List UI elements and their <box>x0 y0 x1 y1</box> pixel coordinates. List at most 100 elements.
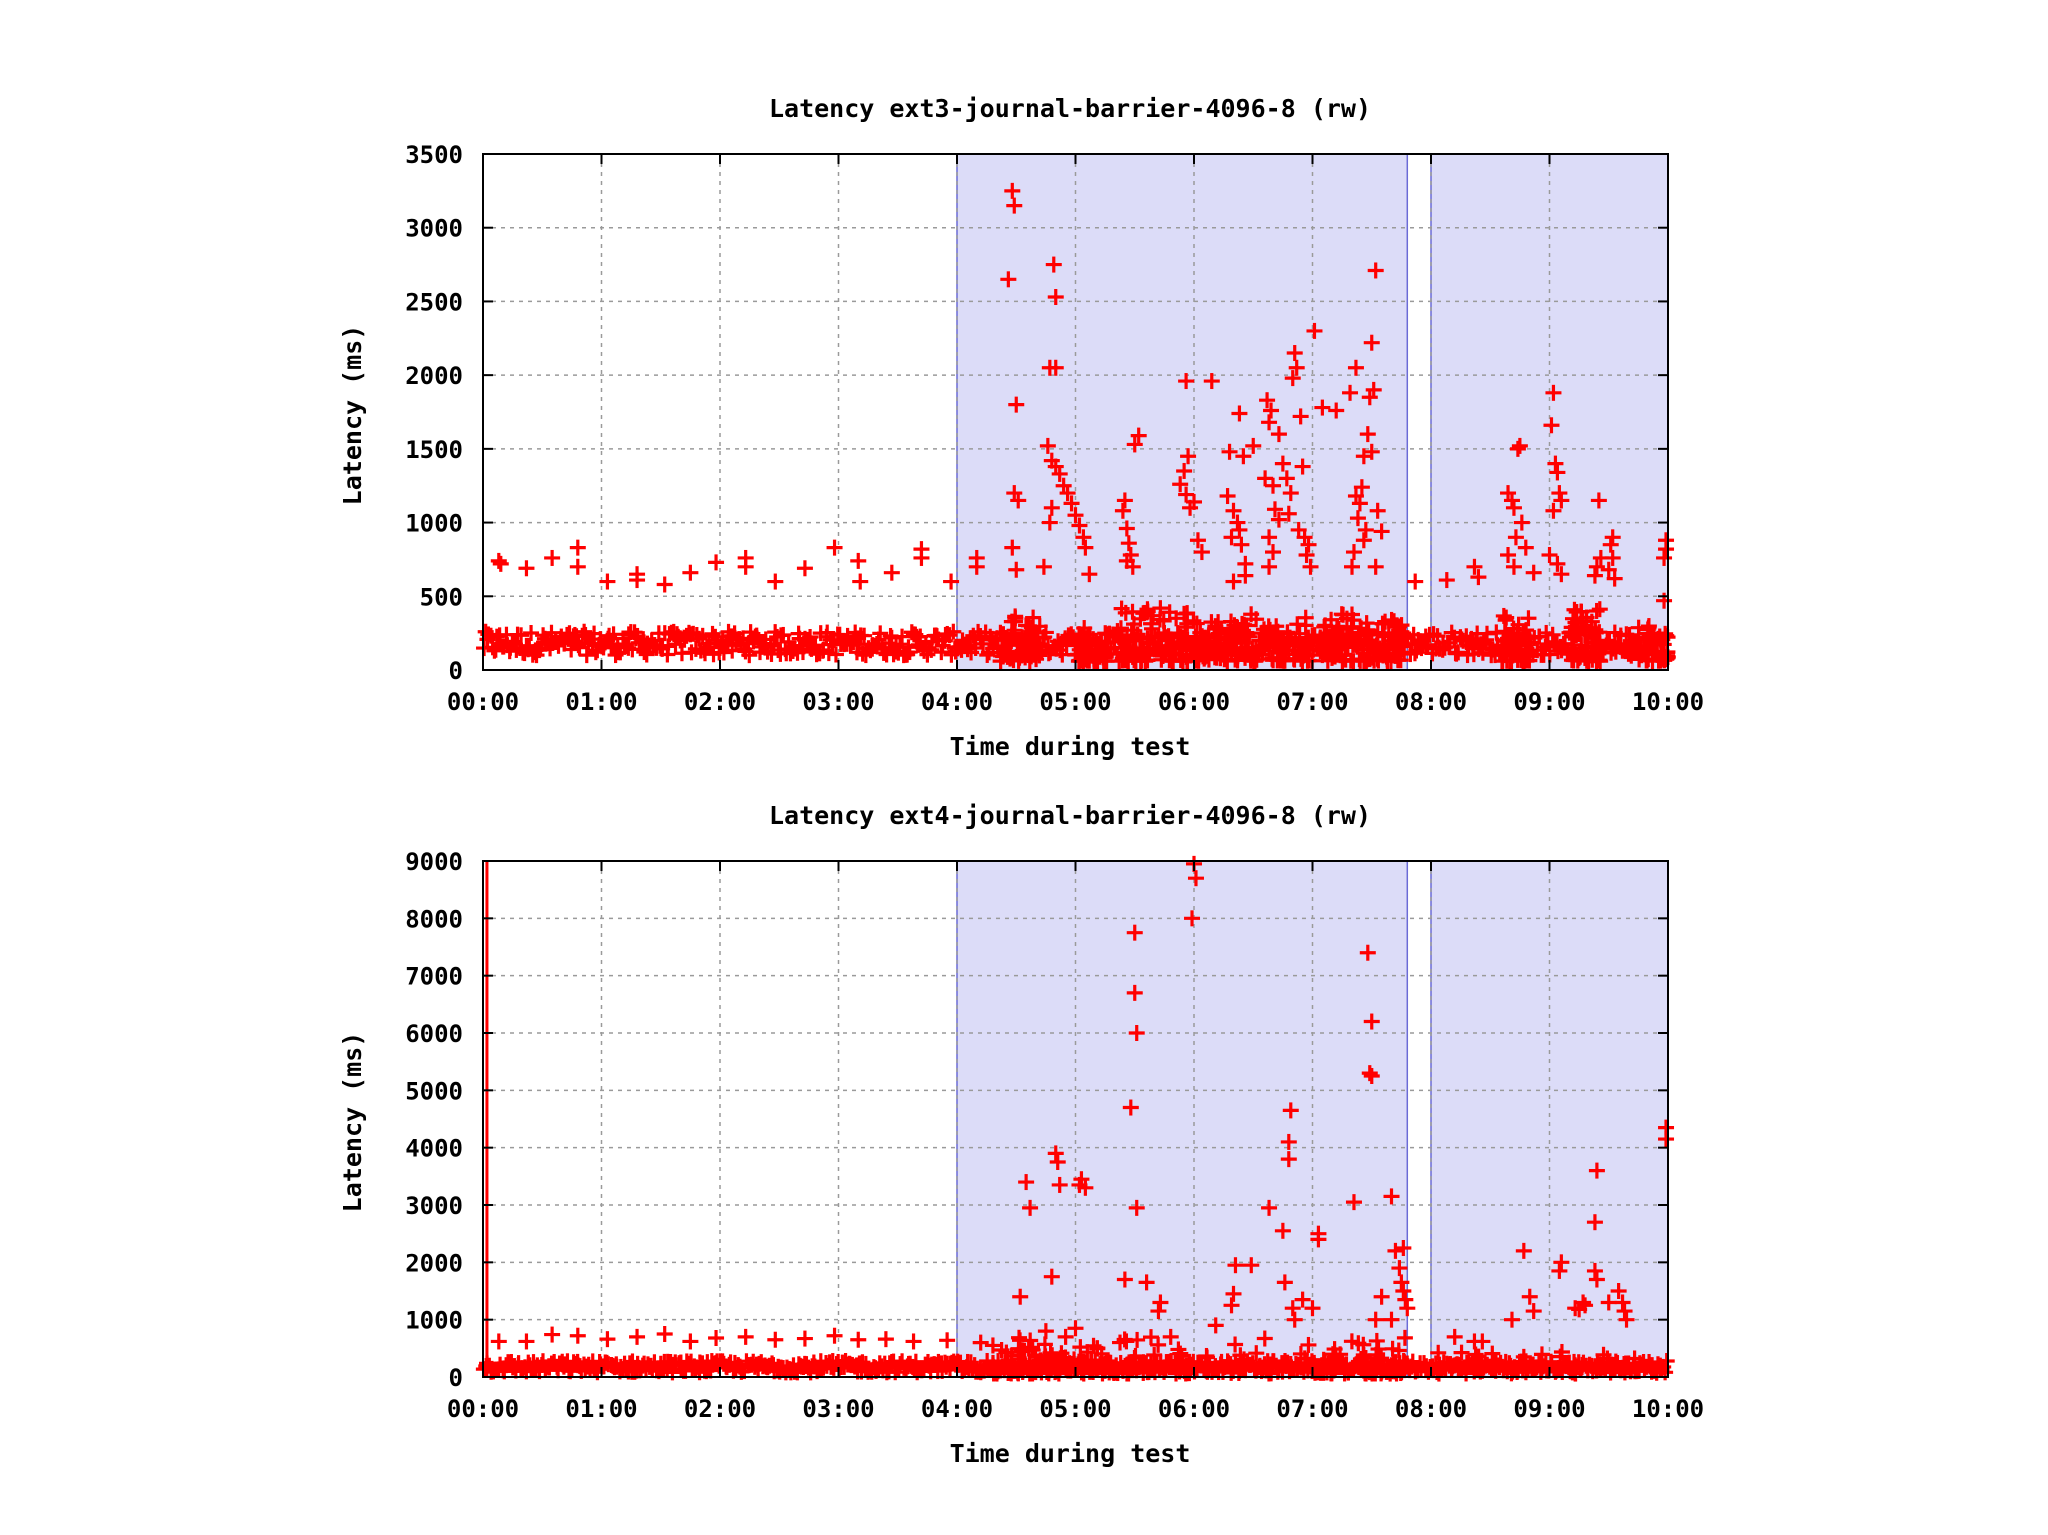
ext4-y-tick-label: 6000 <box>405 1020 463 1048</box>
ext3-data-point <box>569 539 586 556</box>
ext4-shaded-interval <box>956 860 1409 1378</box>
ext3-data-point <box>883 564 900 581</box>
ext4-x-tick-label: 04:00 <box>921 1395 993 1423</box>
ext3-y-tick-label: 0 <box>449 657 463 685</box>
ext4-x-tick-label: 01:00 <box>565 1395 637 1423</box>
ext4-data-point <box>767 1331 784 1348</box>
ext4-chart-title: Latency ext4-journal-barrier-4096-8 (rw) <box>769 801 1371 830</box>
ext3-y-tick-label: 1000 <box>405 510 463 538</box>
ext3-y-tick-label: 3500 <box>405 141 463 169</box>
ext3-data-point <box>544 549 561 566</box>
ext4-x-tick-label: 10:00 <box>1632 1395 1704 1423</box>
ext3-latency-chart: 00:00 01:00 02:00 03:00 04:00 05:00 06:00 07:00… <box>338 94 1704 761</box>
ext4-y-tick-label: 0 <box>449 1364 463 1392</box>
ext4-data-point <box>796 1330 813 1347</box>
ext3-y-axis-label: Latency (ms) <box>338 325 367 506</box>
ext4-x-tick-label: 02:00 <box>684 1395 756 1423</box>
ext4-data-point <box>599 1331 616 1348</box>
ext3-data-point <box>518 560 535 577</box>
ext4-data-point <box>877 1331 894 1348</box>
ext4-y-tick-label: 8000 <box>405 905 463 933</box>
ext3-baseline-point <box>819 624 836 641</box>
ext3-baseline-point <box>513 627 530 644</box>
ext3-baseline-point <box>892 636 909 653</box>
ext3-baseline-point <box>1450 644 1467 661</box>
ext3-baseline-point <box>872 625 889 642</box>
ext4-x-tick-label: 09:00 <box>1513 1395 1585 1423</box>
ext3-baseline-point <box>827 646 844 663</box>
ext4-y-tick-label: 4000 <box>405 1135 463 1163</box>
ext3-x-tick-label: 10:00 <box>1632 688 1704 716</box>
ext3-data-point <box>708 554 725 571</box>
ext4-data-point <box>826 1327 843 1344</box>
ext4-data-point <box>850 1331 867 1348</box>
ext3-baseline-point <box>605 626 622 643</box>
ext3-y-tick-label: 2000 <box>405 362 463 390</box>
ext4-data-point <box>490 1333 507 1350</box>
ext3-baseline-point <box>794 644 811 661</box>
ext4-y-tick-label: 3000 <box>405 1192 463 1220</box>
ext4-y-tick-label: 9000 <box>405 848 463 876</box>
ext4-y-tick-label: 1000 <box>405 1307 463 1335</box>
ext3-y-tick-label: 500 <box>420 583 463 611</box>
ext3-data-point <box>490 552 507 569</box>
ext3-data-point <box>737 558 754 575</box>
ext3-y-tick-label: 1500 <box>405 436 463 464</box>
ext3-y-tick-label: 3000 <box>405 215 463 243</box>
ext4-y-tick-label: 7000 <box>405 963 463 991</box>
ext3-x-tick-label: 06:00 <box>1158 688 1230 716</box>
ext4-x-axis-label: Time during test <box>950 1439 1191 1468</box>
ext3-x-tick-label: 02:00 <box>684 688 756 716</box>
ext4-data-point <box>905 1333 922 1350</box>
ext3-x-tick-label: 05:00 <box>1039 688 1111 716</box>
ext4-x-tick-label: 00:00 <box>447 1395 519 1423</box>
ext3-y-tick-label: 2500 <box>405 288 463 316</box>
ext3-baseline-point <box>1541 646 1558 663</box>
ext3-data-point <box>913 549 930 566</box>
ext3-data-point <box>850 552 867 569</box>
ext4-y-tick-label: 5000 <box>405 1077 463 1105</box>
ext3-baseline-point <box>523 624 540 641</box>
ext3-shaded-interval <box>1430 153 1669 671</box>
ext4-x-tick-label: 06:00 <box>1158 1395 1230 1423</box>
ext3-baseline-point <box>571 639 588 656</box>
ext4-x-tick-label: 08:00 <box>1395 1395 1467 1423</box>
ext3-baseline-point <box>901 644 918 661</box>
ext3-x-tick-label: 09:00 <box>1513 688 1585 716</box>
ext4-x-tick-label: 03:00 <box>802 1395 874 1423</box>
ext3-baseline-point <box>894 628 911 645</box>
ext3-data-point <box>826 539 843 556</box>
ext3-data-point <box>852 573 869 590</box>
ext4-latency-chart: 00:00 01:00 02:00 03:00 04:00 05:00 06:00 07:00… <box>338 801 1704 1468</box>
ext3-data-point <box>796 560 813 577</box>
ext4-x-tick-label: 07:00 <box>1276 1395 1348 1423</box>
ext3-x-tick-label: 07:00 <box>1276 688 1348 716</box>
ext3-data-point <box>1407 573 1424 590</box>
ext4-data-point <box>544 1326 561 1343</box>
ext3-chart-title: Latency ext3-journal-barrier-4096-8 (rw) <box>769 94 1371 123</box>
ext3-data-point <box>682 564 699 581</box>
ext3-data-point <box>767 573 784 590</box>
ext4-data-point <box>708 1330 725 1347</box>
ext3-data-point <box>492 555 509 572</box>
ext3-baseline-point <box>1419 636 1436 653</box>
ext3-x-tick-label: 08:00 <box>1395 688 1467 716</box>
ext4-data-point <box>518 1333 535 1350</box>
ext4-data-point <box>682 1333 699 1350</box>
ext4-data-point <box>569 1327 586 1344</box>
ext3-baseline-point <box>1050 633 1067 650</box>
ext4-data-point <box>656 1326 673 1342</box>
ext3-x-tick-label: 04:00 <box>921 688 993 716</box>
ext4-shaded-interval <box>1430 860 1669 1378</box>
ext4-data-point <box>737 1328 754 1345</box>
ext4-y-axis-label: Latency (ms) <box>338 1032 367 1213</box>
ext3-data-point <box>569 558 586 575</box>
ext3-baseline-point <box>856 627 873 644</box>
ext3-data-point <box>656 576 673 593</box>
ext3-baseline-point <box>707 628 724 645</box>
ext3-baseline-point <box>975 635 992 652</box>
ext3-baseline-point <box>945 623 962 640</box>
ext3-baseline-point <box>741 647 758 664</box>
ext3-x-tick-label: 03:00 <box>802 688 874 716</box>
